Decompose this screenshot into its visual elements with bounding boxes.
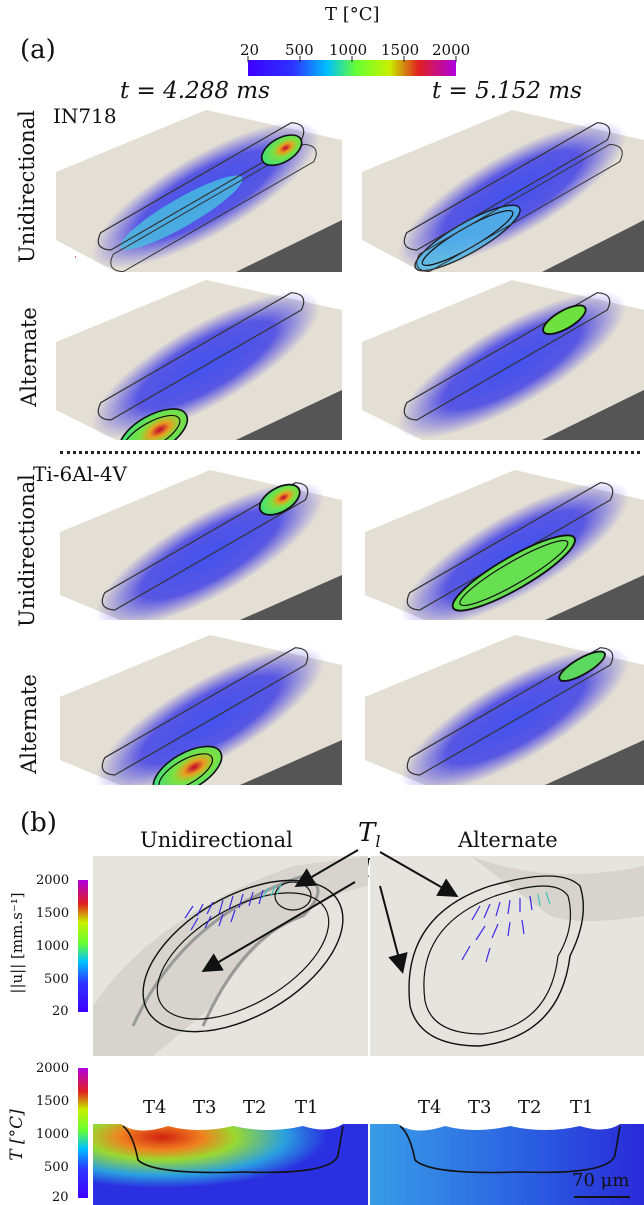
tl-label: Tl [358,818,380,851]
velocity-colorbar-label: ||u|| [mm.s⁻¹] [8,892,26,994]
row-label-in718-unidirectional: Unidirectional [15,110,39,263]
sim-ti64-unidirectional-t1 [60,470,342,620]
annotation-arrows [201,849,459,974]
sim-in718-alternate-t1 [56,280,342,440]
row-label-ti64-unidirectional: Unidirectional [15,474,39,627]
track-right-t2: T2 [518,1097,542,1118]
colorbar-gradient [248,60,456,76]
velocity-tick-1: 1500 [36,906,70,921]
temp-b-tick-1: 1500 [36,1094,70,1109]
velocity-tick-2: 1000 [36,939,70,954]
track-right-t1: T1 [570,1097,594,1118]
cross-section-unidirectional [93,1120,368,1205]
panel-b-title-right: Alternate [458,828,558,852]
time-label-right: t = 5.152 ms [432,78,582,104]
velocity-tick-4: 20 [52,1004,69,1019]
colorbar-tick-2: 1000 [329,41,368,59]
panel-a-label: (a) [20,35,56,65]
material-label-ti64: Ti-6Al-4V [33,462,127,486]
tl-subscript: l [375,832,381,852]
scale-bar-label: 70 μm [572,1170,630,1191]
track-left-t2: T2 [243,1097,267,1118]
colorbar-tick-3: 1500 [381,41,420,59]
sim-in718-alternate-t2 [362,280,644,440]
temp-b-tick-4: 20 [52,1190,69,1205]
sim-ti64-alternate-t1 [60,635,342,785]
sim-ti64-alternate-t2 [365,635,644,785]
track-right-t3: T3 [468,1097,492,1118]
material-label-in718: IN718 [53,104,117,128]
colorbar-tick-1: 500 [285,41,314,59]
velocity-colorbar [78,880,88,1012]
row-label-ti64-alternate: Alternate [17,674,41,774]
colorbar-tick-4: 2000 [432,41,471,59]
track-left-t3: T3 [193,1097,217,1118]
colorbar-tick-0: 20 [240,41,260,59]
temperature-colorbar [247,56,457,76]
temp-b-tick-2: 1000 [36,1127,70,1142]
cross-section-alternate [370,1120,644,1205]
panel-b-label: (b) [20,808,57,838]
tl-symbol: T [358,818,376,848]
track-left-t1: T1 [295,1097,319,1118]
material-separator [60,451,640,454]
time-label-left: t = 4.288 ms [120,78,270,104]
velocity-tick-3: 500 [44,972,69,987]
track-right-t4: T4 [418,1097,442,1118]
scale-bar [574,1196,630,1198]
temperature-colorbar-b [78,1068,88,1198]
svg-text:·: · [74,253,77,263]
velocity-field-alternate [370,856,644,1056]
sim-in718-unidirectional-t1: · [56,110,342,272]
panel-b-title-left: Unidirectional [140,828,293,852]
temperature-colorbar-b-label: T [°C] [7,1109,27,1161]
colorbar-title-text: T [°C] [325,4,380,25]
velocity-tick-0: 2000 [36,873,70,888]
track-left-t4: T4 [143,1097,167,1118]
temp-b-tick-0: 2000 [36,1061,70,1076]
sim-in718-unidirectional-t2 [362,110,644,272]
sim-ti64-unidirectional-t2 [365,470,644,620]
temp-b-tick-3: 500 [44,1160,69,1175]
colorbar-title: T [°C] [325,4,380,25]
row-label-in718-alternate: Alternate [17,307,41,407]
